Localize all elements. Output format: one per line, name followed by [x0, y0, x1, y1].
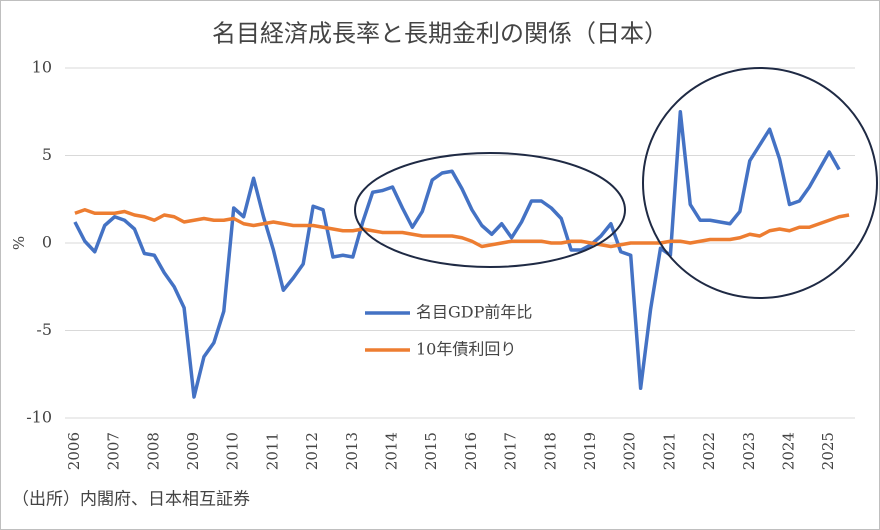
x-tick-label: 2006: [65, 432, 83, 470]
x-tick-label: 2016: [462, 432, 480, 470]
source-note: （出所）内閣府、日本相互証券: [12, 490, 250, 510]
highlight-ellipse: [642, 67, 878, 299]
x-tick-label: 2024: [779, 432, 797, 470]
y-tick-label: 5: [42, 145, 52, 164]
y-tick-label: -10: [26, 408, 52, 427]
x-tick-label: 2007: [105, 432, 123, 470]
x-tick-label: 2010: [224, 432, 242, 470]
plot-area: 10 5 0 -5 -10 2006 2007 2008 2009 2010 2011 2012 201…: [26, 58, 855, 470]
y-axis-label: %: [10, 236, 28, 250]
series-line: [74, 208, 850, 249]
x-tick-label: 2025: [819, 432, 837, 470]
y-tick-label: 10: [32, 58, 52, 77]
x-tick-label: 2015: [422, 432, 440, 470]
x-tick-label: 2021: [660, 432, 678, 470]
x-tick-label: 2023: [740, 432, 758, 470]
x-tick-label: 2022: [700, 432, 718, 470]
x-tick-label: 2008: [144, 432, 162, 470]
x-tick-label: 2009: [184, 432, 202, 470]
y-tick-label: -5: [36, 320, 52, 339]
x-tick-label: 2012: [303, 432, 321, 470]
x-tick-label: 2013: [343, 432, 361, 470]
chart-title: 名目経済成長率と長期金利の関係（日本）: [212, 20, 668, 48]
legend-label: 10年債利回り: [416, 340, 516, 359]
highlight-ellipse: [354, 152, 626, 268]
y-tick-label: 0: [42, 233, 52, 252]
x-tick-label: 2011: [263, 432, 281, 470]
series-line: [73, 110, 841, 399]
x-tick-label: 2020: [621, 432, 639, 470]
x-tick-label: 2018: [541, 432, 559, 470]
x-tick-label: 2014: [383, 432, 401, 470]
legend-label: 名目GDP前年比: [416, 303, 532, 322]
x-tick-label: 2017: [502, 432, 520, 470]
x-tick-label: 2019: [581, 432, 599, 470]
